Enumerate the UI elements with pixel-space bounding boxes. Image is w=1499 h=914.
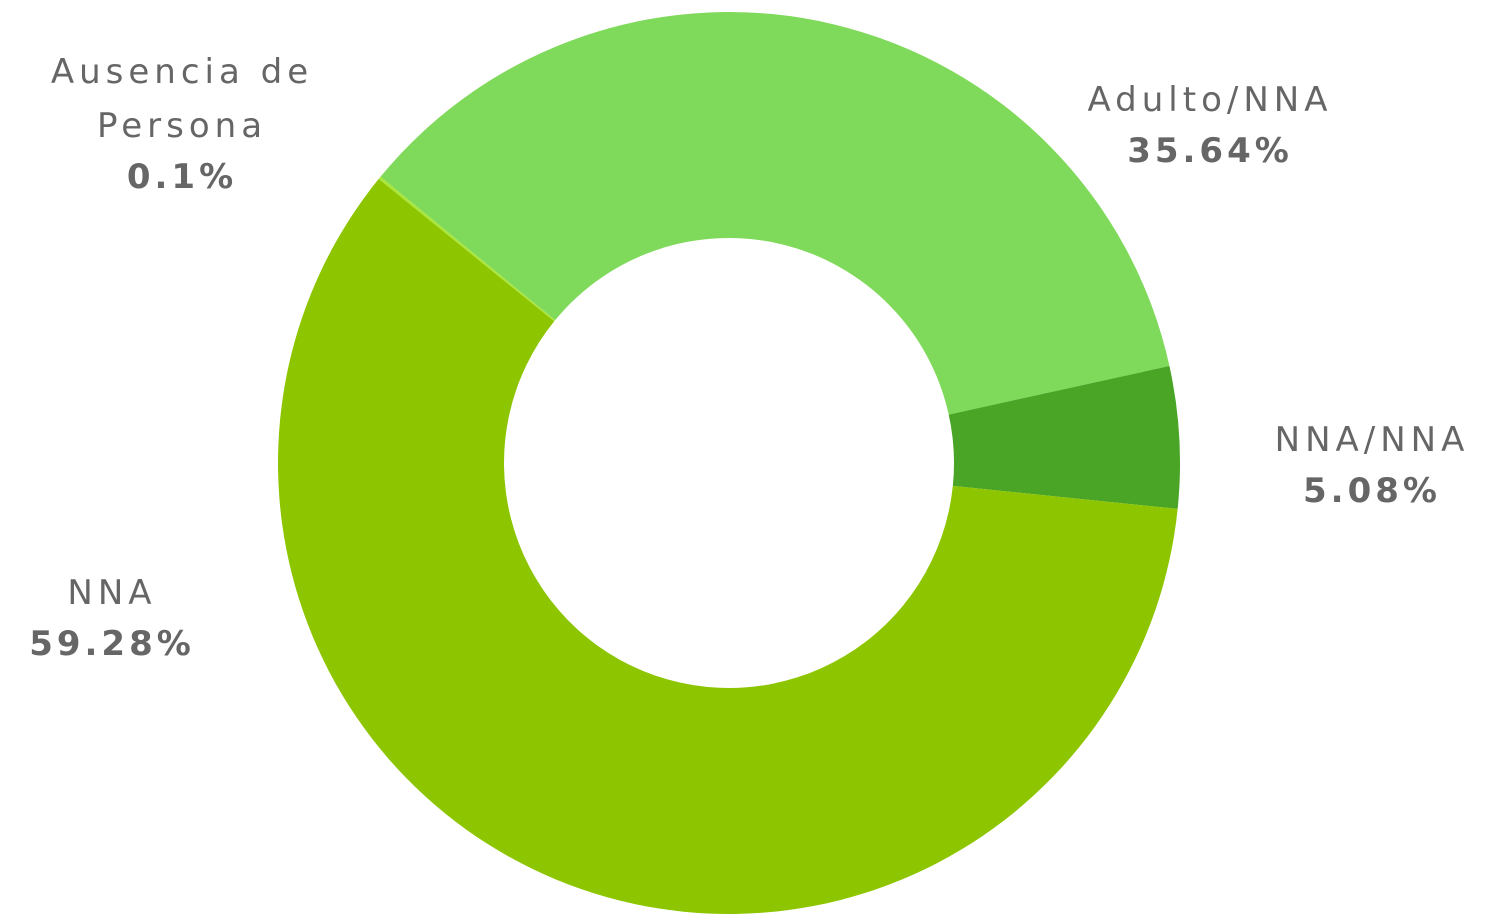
donut-slice [277,178,1178,914]
donut-slice [380,11,1170,415]
value-label: 59.28% [29,624,195,664]
slice-label: Adulto/NNA 35.64% [1040,73,1380,175]
slice-label: NNA/NNA 5.08% [1202,413,1499,515]
value-label: 5.08% [1303,471,1441,511]
donut-slice [378,176,556,322]
category-label: Ausencia de Persona [50,52,314,146]
category-label: NNA [67,573,157,613]
category-label: Adulto/NNA [1087,80,1333,120]
value-label: 35.64% [1127,131,1293,171]
slice-label: NNA 59.28% [0,566,282,668]
donut-slice [948,365,1180,509]
value-label: 0.1% [126,157,238,197]
category-label: NNA/NNA [1274,420,1470,460]
slice-label: Ausencia de Persona 0.1% [32,45,332,201]
